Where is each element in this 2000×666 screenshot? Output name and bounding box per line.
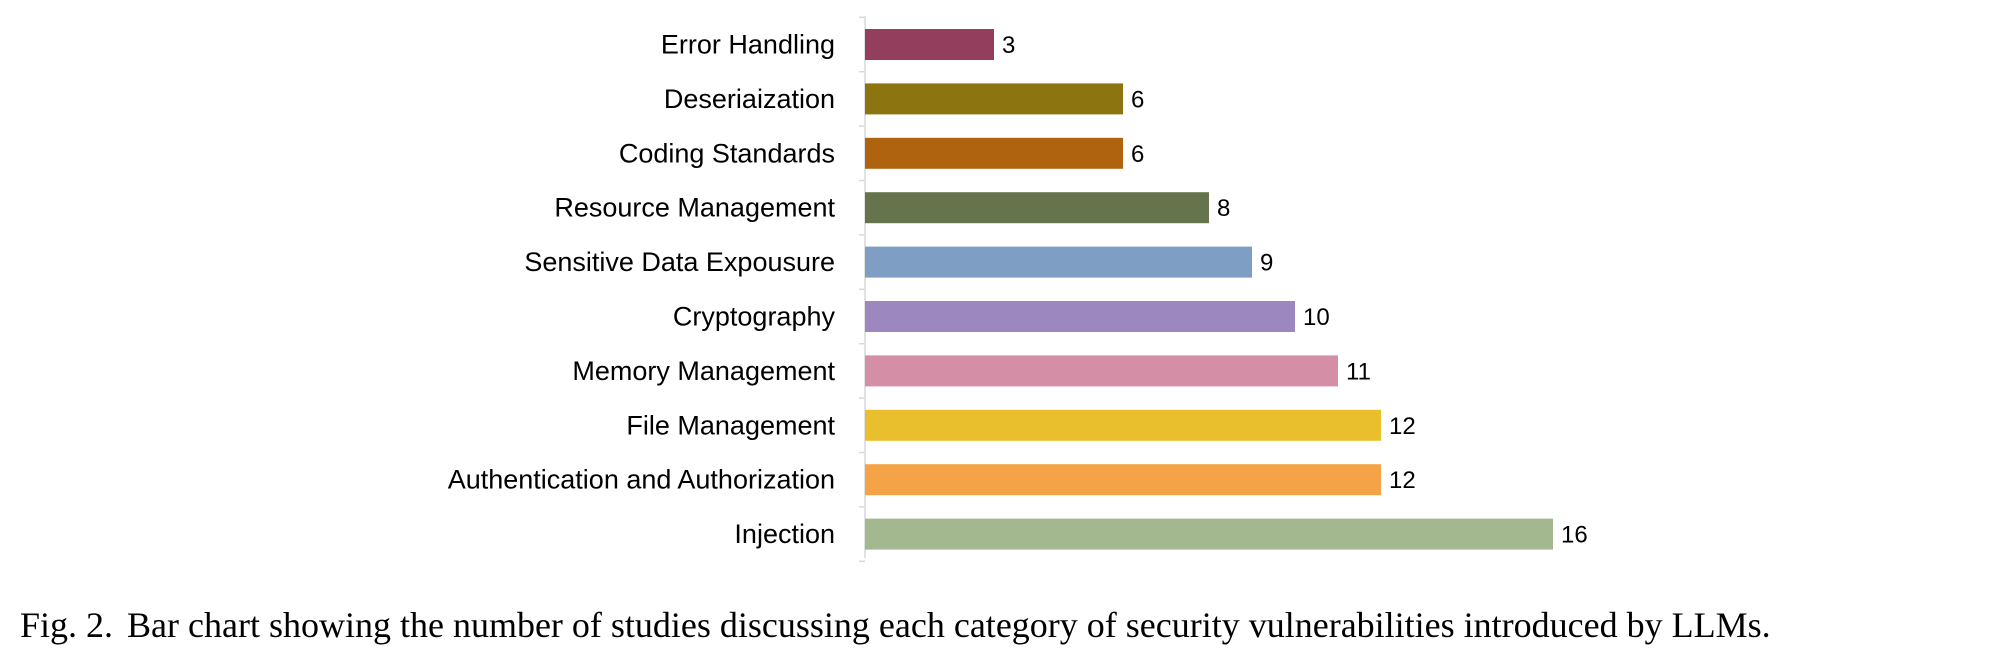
bar-authentication-and-authorization [865,464,1381,496]
category-label-file-management: File Management [626,410,835,440]
bar-memory-management [865,355,1338,387]
bars-group [865,29,1553,550]
data-label-coding-standards: 6 [1131,141,1144,168]
category-label-injection: Injection [734,519,835,549]
category-label-sensitive-data-expousure: Sensitive Data Expousure [524,247,835,277]
category-label-resource-management: Resource Management [554,193,835,223]
category-labels: Error Handling Deseriaization Coding Stand… [448,30,836,550]
figure-number: Fig. 2. [20,605,114,645]
figure-caption: Fig. 2. Bar chart showing the number of s… [20,607,1990,643]
category-label-authentication-and-authorization: Authentication and Authorization [448,465,835,495]
data-label-error-handling: 3 [1002,32,1015,59]
category-label-coding-standards: Coding Standards [619,138,835,168]
bar-coding-standards [865,137,1123,169]
data-label-deseriaization: 6 [1131,86,1144,113]
category-label-error-handling: Error Handling [661,30,835,60]
data-label-cryptography: 10 [1303,304,1330,331]
bar-error-handling [865,29,994,60]
data-label-injection: 16 [1561,522,1588,549]
bar-sensitive-data-expousure [865,246,1252,278]
data-label-resource-management: 8 [1217,195,1230,222]
data-label-file-management: 12 [1389,413,1416,440]
category-label-deseriaization: Deseriaization [664,84,835,114]
data-label-authentication-and-authorization: 12 [1389,467,1416,494]
data-labels: 3 6 6 8 9 10 11 12 12 16 [1002,32,1588,549]
category-label-cryptography: Cryptography [673,302,836,332]
bar-chart: Error Handling Deseriaization Coding Stand… [448,16,1588,563]
data-label-sensitive-data-expousure: 9 [1260,250,1273,277]
data-label-memory-management: 11 [1346,358,1371,385]
caption-text: Bar chart showing the number of studies … [127,605,1771,645]
bar-cryptography [865,301,1295,332]
bar-resource-management [865,192,1209,224]
bar-file-management [865,409,1381,441]
bar-deseriaization [865,83,1123,115]
category-label-memory-management: Memory Management [572,356,835,386]
axis-ticks [859,16,865,563]
bar-injection [865,518,1553,550]
